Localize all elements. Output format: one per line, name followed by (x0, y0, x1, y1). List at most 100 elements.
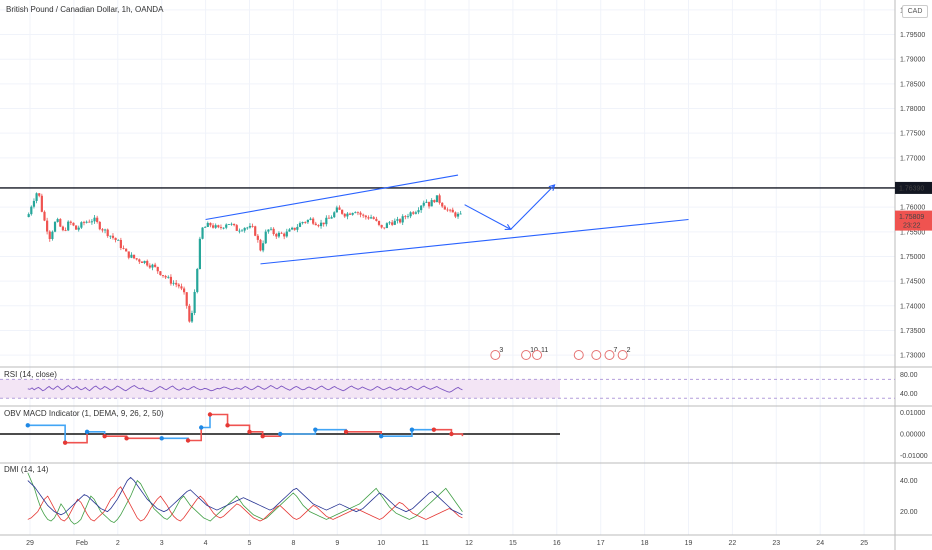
candle-body (330, 217, 333, 219)
macd-signal-dot (278, 431, 283, 437)
candle-body (306, 219, 309, 223)
candle-body (435, 195, 439, 203)
candle-body (248, 225, 252, 228)
event-marker-icon (532, 350, 543, 360)
candle-body (30, 206, 33, 215)
last-price-tag (895, 210, 932, 231)
candle-body (433, 200, 436, 203)
macd-signal-dot (124, 436, 129, 441)
macd-step-line (188, 427, 203, 442)
candle-body (322, 222, 325, 225)
event-marker-count: 10 (530, 347, 538, 354)
candle-body (370, 217, 373, 219)
candle-body (111, 235, 115, 238)
candle-body (430, 200, 433, 207)
candle-body (280, 232, 283, 234)
y-tick-label: 1.78000 (900, 106, 925, 113)
candle-body (198, 238, 201, 270)
y-tick-label: 1.74500 (900, 279, 925, 286)
candle-body (296, 226, 299, 230)
candle-body (77, 227, 80, 230)
candle-body (27, 214, 30, 218)
candle-body (143, 260, 146, 263)
level-price-tag (895, 181, 932, 194)
x-tick-label: 12 (465, 540, 473, 547)
macd-signal-dot (185, 438, 191, 443)
event-marker-count: 7 (613, 347, 617, 354)
rsi-series-line (27, 384, 463, 393)
candle-body (264, 231, 267, 244)
candle-body (343, 213, 346, 217)
event-marker-count: 2 (627, 347, 631, 354)
candle-body (56, 219, 59, 222)
event-marker-icon (521, 350, 532, 360)
event-marker-icon (573, 350, 584, 360)
candle-body (438, 195, 441, 203)
x-tick-label: Feb (76, 540, 88, 547)
candle-body (338, 207, 341, 210)
candle-body (288, 229, 291, 232)
candle-body (35, 193, 38, 201)
candle-body (354, 212, 357, 214)
candle-body (159, 271, 162, 276)
macd-step-line (227, 424, 251, 432)
x-tick-label: 18 (641, 540, 649, 547)
currency-badge[interactable]: CAD (902, 5, 928, 18)
candle-body (125, 248, 128, 252)
arrow-head (548, 184, 556, 191)
candle-body (204, 226, 207, 228)
candle-body (377, 220, 381, 225)
candle-body (441, 202, 444, 207)
candle-body (209, 222, 212, 226)
x-tick-label: 17 (597, 540, 605, 547)
candle-body (459, 213, 462, 215)
event-marker-icon (490, 350, 501, 360)
candle-body (348, 213, 352, 215)
chart-title: British Pound / Canadian Dollar, 1h, OAN… (6, 5, 164, 14)
candle-body (414, 212, 417, 214)
candle-body (375, 218, 378, 221)
macd-signal-dot (260, 433, 265, 439)
candle-body (169, 276, 173, 284)
macd-title: OBV MACD Indicator (1, DEMA, 9, 26, 2, 5… (4, 409, 164, 418)
candle-body (362, 214, 365, 216)
trend-line (464, 204, 511, 230)
event-marker-count: 11 (541, 347, 548, 354)
candle-body (196, 269, 199, 292)
candle-body (283, 233, 286, 237)
candle-body (409, 212, 412, 217)
candle-body (262, 243, 265, 251)
candle-body (391, 222, 394, 225)
x-tick-label: 11 (421, 540, 428, 547)
candle-body (346, 213, 349, 217)
candle-body (356, 212, 360, 214)
candle-body (32, 200, 36, 207)
candle-body (272, 228, 275, 235)
candle-body (40, 195, 43, 212)
candle-body (48, 231, 51, 240)
candle-body (80, 222, 83, 228)
macd-signal-dot (409, 427, 415, 432)
candle-body (427, 201, 431, 207)
macd-tick-label: 0.01000 (900, 410, 925, 417)
x-tick-label: 3 (160, 540, 164, 547)
candle-body (380, 224, 383, 228)
macd-signal-dot (343, 429, 349, 435)
candle-body (412, 212, 415, 214)
candle-body (122, 248, 125, 249)
last-price-label: 1.75809 (899, 214, 924, 221)
dmi-title: DMI (14, 14) (4, 465, 49, 474)
event-marker-count: 3 (499, 347, 503, 354)
candle-body (93, 217, 96, 222)
candle-body (225, 224, 228, 228)
candle-body (117, 239, 120, 241)
candle-body (46, 220, 49, 232)
candle-body (404, 216, 407, 218)
rsi-tick-label: 40.00 (900, 391, 918, 398)
event-marker-icon (604, 350, 615, 360)
x-tick-label: 23 (772, 540, 780, 547)
candle-body (188, 305, 191, 322)
candle-body (367, 217, 370, 219)
macd-signal-dot (247, 429, 252, 435)
